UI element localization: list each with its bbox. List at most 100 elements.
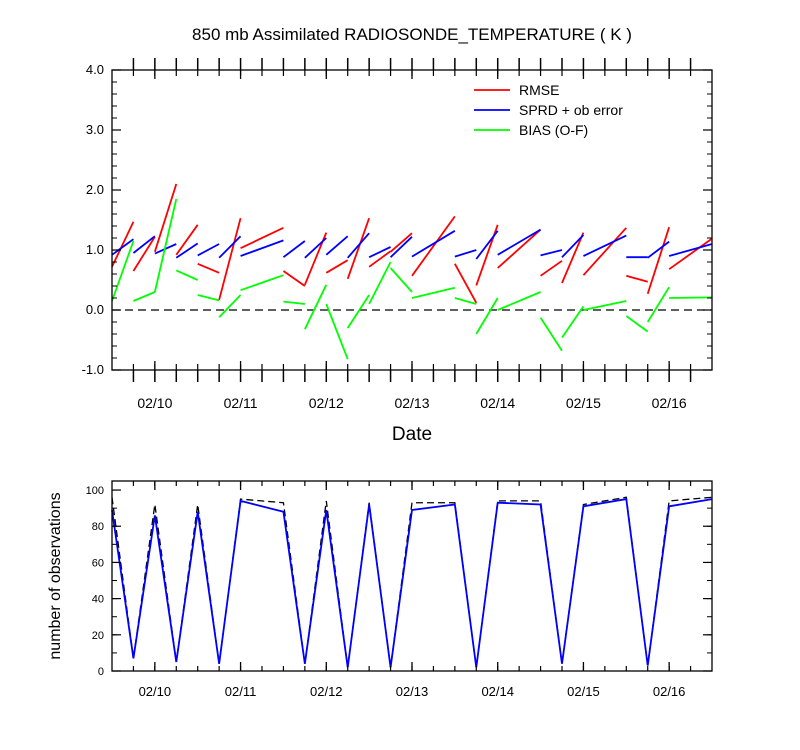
series-0-segment-22 [668, 237, 713, 270]
series-2-segment-17 [539, 317, 563, 352]
y-tick-label: 0 [98, 666, 104, 678]
series-0-segment-21 [646, 226, 670, 295]
series-1-segment-0 [111, 238, 134, 256]
bottom-chart: 0 20 40 60 80 100 02/10 02/11 02/12 02/13 02/14 02/… [86, 480, 713, 699]
series-2-segment-3 [175, 269, 199, 281]
series-2-segment-14 [454, 297, 477, 305]
x-tick-label: 02/15 [566, 395, 601, 411]
series-0-segment-17 [540, 260, 563, 277]
y-tick-label: 20 [92, 630, 104, 642]
series-1-segment-17 [540, 249, 563, 257]
series-2-segment-4 [197, 294, 220, 302]
series-2-segment-19 [583, 300, 627, 311]
series-0-segment-12 [389, 232, 413, 253]
y-tick-label: -1.0 [82, 362, 104, 377]
series-0-segment-16 [497, 228, 542, 269]
series-1-segment-3 [175, 242, 199, 259]
x-axis-label: Date [392, 424, 432, 445]
series-0-segment-13 [411, 215, 456, 277]
x-tick-label: 02/11 [225, 684, 257, 699]
series-1-segment-19 [583, 234, 627, 257]
series-1-segment-4 [197, 243, 220, 257]
series-0-segment-1 [132, 236, 156, 272]
y-tick-label: 1.0 [86, 242, 104, 257]
series-0-segment-10 [346, 217, 370, 280]
legend-label-1: SPRD + ob error [519, 102, 623, 118]
y-tick-label: 60 [92, 557, 104, 569]
series-line-0 [111, 496, 713, 668]
series-0-segment-11 [368, 250, 392, 268]
series-2-segment-13 [411, 286, 456, 299]
series-1-segment-5 [218, 235, 242, 259]
legend-label-2: BIAS (O-F) [519, 122, 588, 138]
series-0-segment-0 [111, 221, 135, 268]
x-tick-label: 02/12 [309, 395, 344, 411]
x-tick-label: 02/12 [310, 684, 343, 699]
y-tick-label: 4.0 [86, 62, 104, 77]
series-1-segment-9 [325, 235, 349, 256]
y-tick-label: 40 [92, 594, 104, 606]
series-0-segment-4 [197, 262, 220, 274]
x-tick-label: 02/14 [480, 395, 515, 411]
series-1-segment-12 [389, 236, 413, 258]
y-axis-label-observations: number of observations [47, 492, 64, 659]
series-2-segment-15 [475, 297, 499, 335]
x-tick-label: 02/10 [139, 684, 172, 699]
y-tick-label: 80 [92, 521, 104, 533]
series-0-segment-5 [218, 217, 242, 301]
series-2-segment-20 [625, 315, 649, 333]
series-1-segment-21 [647, 240, 670, 259]
series-2-segment-7 [283, 300, 305, 305]
series-1-segment-6 [240, 239, 284, 257]
x-tick-label: 02/13 [396, 684, 429, 699]
series-2-segment-5 [218, 294, 242, 318]
series-1-segment-11 [368, 246, 391, 259]
series-2-segment-18 [561, 305, 585, 339]
x-tick-label: 02/13 [394, 395, 429, 411]
series-2-segment-2 [153, 198, 178, 293]
series-1-segment-13 [411, 230, 456, 258]
series-0-segment-18 [561, 232, 585, 284]
series-2-segment-12 [389, 267, 413, 293]
y-tick-label: 0.0 [86, 302, 104, 317]
series-2-segment-1 [133, 291, 156, 302]
x-tick-label: 02/14 [481, 684, 514, 699]
series-line-1 [111, 498, 713, 668]
series-0-segment-20 [626, 274, 648, 283]
legend-label-0: RMSE [519, 82, 559, 98]
series-0-segment-9 [325, 259, 349, 274]
series-2-segment-8 [304, 284, 328, 330]
top-chart: -1.0 0.0 1.0 2.0 3.0 4.0 02/10 02/11 02/12 02/13 0… [82, 58, 713, 411]
series-1-segment-1 [132, 235, 156, 254]
series-1-segment-14 [454, 249, 477, 258]
series-0-segment-7 [282, 270, 306, 287]
series-2-segment-9 [325, 303, 349, 360]
series-1-segment-10 [347, 232, 370, 259]
y-tick-label: 2.0 [86, 182, 104, 197]
series-1-segment-16 [497, 228, 542, 256]
series-1-segment-8 [304, 237, 327, 259]
series-2-segment-16 [497, 291, 541, 311]
series-1-segment-7 [282, 240, 306, 258]
series-1-segment-22 [668, 243, 713, 257]
series-1-segment-18 [561, 234, 585, 258]
series-2-segment-0 [111, 240, 135, 302]
series-0-segment-6 [240, 226, 284, 250]
series-0-segment-19 [582, 227, 627, 276]
x-tick-label: 02/10 [137, 395, 172, 411]
series-2-segment-10 [346, 294, 370, 329]
y-tick-label: 3.0 [86, 122, 104, 137]
series-2-segment-11 [368, 261, 392, 305]
series-1-segment-15 [475, 230, 499, 260]
series-2-segment-6 [240, 274, 284, 292]
series-2-segment-22 [669, 296, 713, 299]
x-tick-label: 02/15 [567, 684, 600, 699]
series-0-segment-3 [175, 224, 199, 256]
chart-title: 850 mb Assimilated RADIOSONDE_TEMPERATUR… [192, 25, 632, 44]
series-2-segment-21 [646, 286, 670, 323]
y-tick-label: 100 [86, 485, 104, 497]
series-0-segment-14 [454, 263, 478, 304]
series-0-segment-2 [153, 183, 178, 253]
x-tick-label: 02/16 [653, 684, 686, 699]
